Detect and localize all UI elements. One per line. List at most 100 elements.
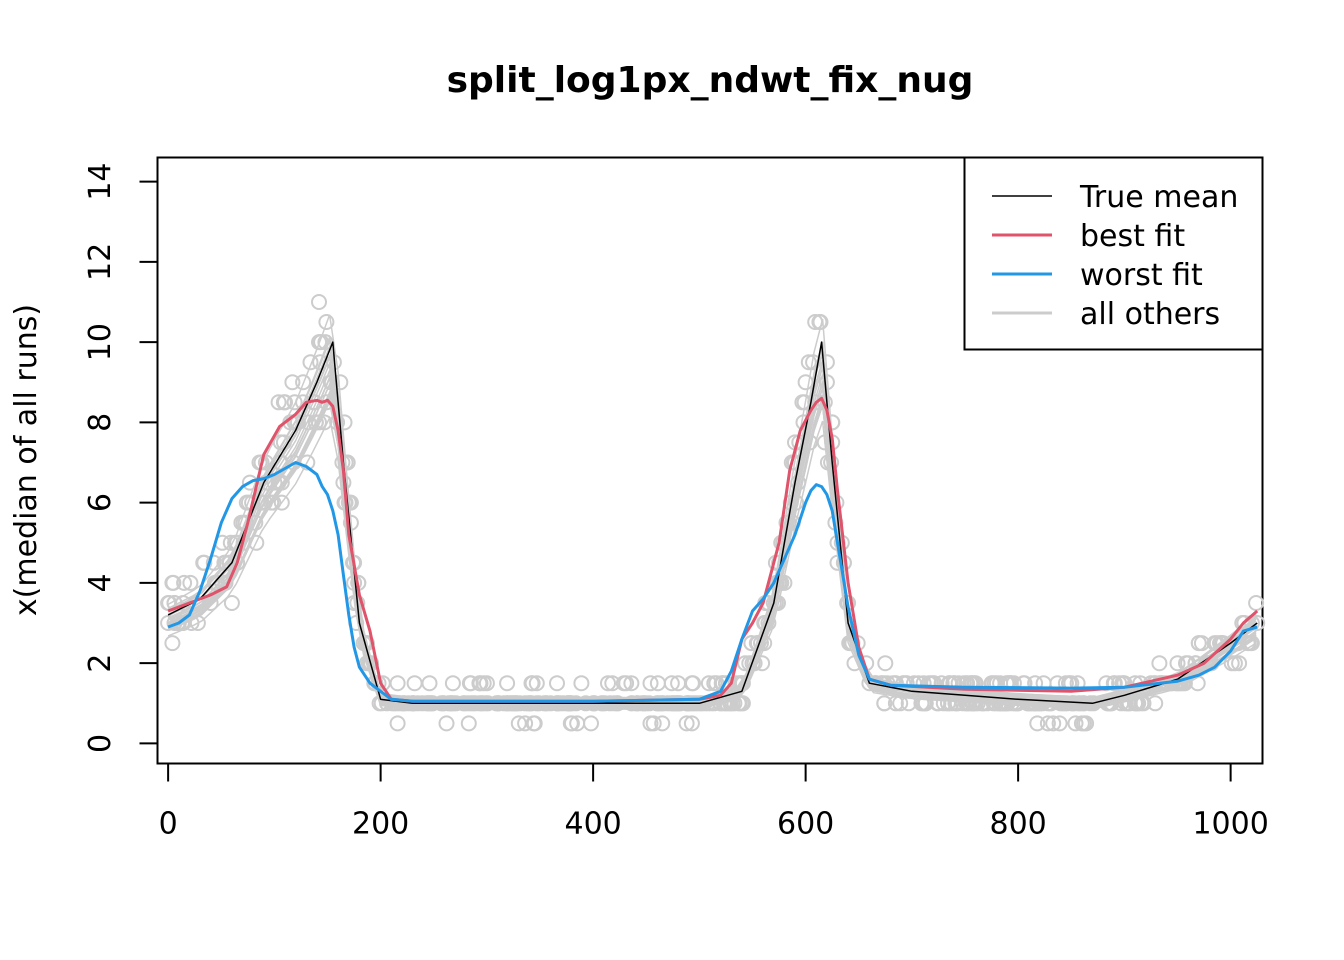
other-run-point: [1176, 675, 1193, 692]
other-run-line: [167, 396, 1257, 709]
other-run-point: [1116, 675, 1133, 692]
other-run-line: [167, 382, 1257, 700]
other-run-point: [920, 675, 937, 692]
other-run-point: [183, 615, 200, 631]
other-run-point: [166, 615, 183, 631]
other-run-point: [678, 715, 695, 732]
other-run-point: [273, 494, 290, 511]
y-tick-label: 8: [83, 413, 118, 432]
other-run-point: [623, 675, 640, 692]
other-run-point: [1147, 695, 1164, 712]
other-run-point: [389, 715, 406, 732]
other-run-point: [170, 615, 187, 631]
other-run-point: [1231, 655, 1248, 672]
other-run-point: [790, 474, 807, 491]
y-tick-label: 10: [83, 323, 118, 361]
x-tick-label: 1000: [1192, 807, 1268, 842]
other-run-point: [583, 715, 599, 732]
series-line-worst-fit: [167, 461, 1258, 703]
other-run-point: [265, 494, 282, 511]
other-run-point: [935, 695, 952, 712]
legend-entry-label: worst fit: [1080, 258, 1203, 293]
other-run-point: [499, 675, 516, 692]
other-run-point: [788, 494, 805, 511]
other-run-point: [223, 595, 240, 611]
other-run-point: [913, 695, 930, 712]
other-run-line: [167, 393, 1257, 706]
other-run-point: [528, 675, 545, 692]
other-run-point: [524, 675, 541, 692]
other-run-point: [189, 615, 206, 631]
other-run-point: [311, 294, 327, 310]
other-run-point: [1105, 675, 1122, 692]
other-run-point: [654, 715, 671, 732]
other-run-point: [1129, 695, 1146, 712]
other-run-line: [167, 399, 1257, 701]
other-run-point: [756, 635, 773, 652]
other-run-point: [312, 354, 329, 371]
other-run-point: [1056, 695, 1073, 712]
other-run-point: [1045, 715, 1062, 732]
y-tick-label: 4: [83, 573, 118, 592]
other-run-point: [941, 675, 958, 692]
other-run-point: [363, 655, 380, 672]
other-run-point: [165, 574, 182, 591]
other-run-point: [1248, 595, 1265, 611]
other-run-point: [645, 715, 662, 732]
legend-box: [963, 156, 1264, 351]
y-tick-label: 0: [83, 734, 118, 753]
other-run-point: [286, 394, 303, 411]
other-run-point: [460, 715, 477, 732]
other-run-point: [164, 635, 181, 652]
other-run-line: [167, 398, 1257, 707]
other-run-point: [273, 474, 290, 491]
other-run-line: [167, 395, 1257, 706]
other-run-point: [876, 695, 893, 712]
other-run-point: [887, 695, 904, 712]
other-run-point: [663, 675, 680, 692]
other-run-point: [683, 675, 700, 692]
other-run-point: [562, 715, 579, 732]
other-run-point: [299, 454, 316, 471]
y-tick-label: 2: [83, 654, 118, 673]
other-run-point: [706, 675, 723, 692]
other-run-point: [915, 675, 932, 692]
y-axis-label: x(median of all runs): [9, 304, 44, 616]
legend: True mean best fit worst fit all others: [963, 156, 1264, 351]
other-run-point: [573, 675, 590, 692]
other-run-point: [421, 675, 438, 692]
other-run-point: [743, 635, 760, 652]
other-run-line: [167, 389, 1257, 709]
other-run-point: [318, 314, 335, 330]
other-run-point: [731, 695, 748, 712]
other-run-point: [807, 314, 824, 330]
other-run-point: [1100, 695, 1117, 712]
y-tick-label: 12: [83, 243, 118, 281]
other-run-point: [1169, 655, 1186, 672]
other-run-point: [256, 494, 273, 511]
y-tick-label: 14: [83, 162, 118, 200]
other-run-point: [800, 354, 817, 371]
other-run-point: [295, 374, 312, 391]
y-tick-label: 6: [83, 493, 118, 512]
other-run-point: [824, 414, 841, 431]
other-run-point: [1121, 695, 1138, 712]
other-run-point: [337, 454, 354, 471]
other-run-point: [1039, 715, 1056, 732]
other-run-point: [1051, 715, 1068, 732]
x-tick-label: 400: [564, 807, 621, 842]
other-run-point: [222, 534, 239, 551]
other-run-point: [1223, 655, 1240, 672]
other-run-point: [1029, 715, 1046, 732]
series-layer: [167, 341, 1259, 705]
other-run-point: [475, 675, 492, 692]
other-run-point: [1027, 695, 1044, 712]
other-run-point: [342, 514, 359, 531]
other-run-point: [900, 695, 917, 712]
other-run-point: [1034, 695, 1051, 712]
chart-title: split_log1px_ndwt_fix_nug: [447, 60, 974, 101]
legend-entry-label: all others: [1080, 297, 1220, 332]
other-run-point: [642, 715, 659, 732]
other-run-point: [1240, 635, 1257, 652]
other-run-point: [311, 334, 327, 351]
